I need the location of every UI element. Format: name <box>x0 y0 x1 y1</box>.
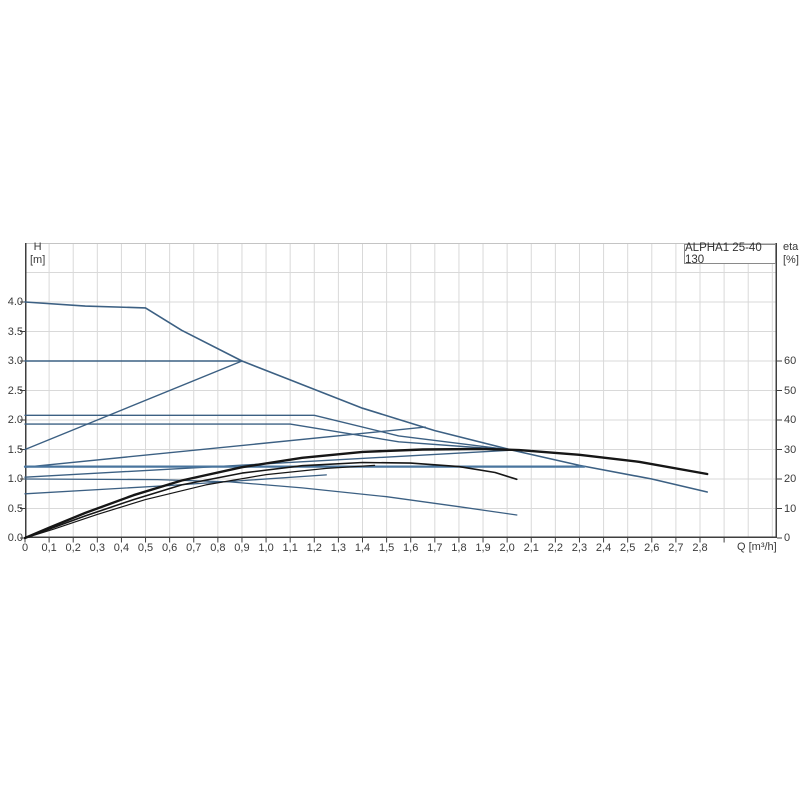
x-tick-label: 0,3 <box>89 542 105 554</box>
left-axis-name: H <box>33 241 42 253</box>
right-axis-title: eta [%] <box>783 241 799 267</box>
pump-model-label: ALPHA1 25-40 130 <box>685 242 762 266</box>
curve-proportional-pressure-3.0 <box>24 360 243 451</box>
pump-model-title-box: ALPHA1 25-40 130 <box>684 242 776 266</box>
h-tick-label: 4.0 <box>7 296 23 308</box>
x-tick-label: 0,4 <box>113 542 130 554</box>
x-tick-label: 0,1 <box>41 542 57 554</box>
right-axis-name: eta <box>783 241 799 253</box>
x-tick-label: 1,3 <box>330 542 347 554</box>
x-tick-label: 2,2 <box>547 542 563 554</box>
x-tick-label: 2,7 <box>668 542 684 554</box>
x-tick-label: 0,8 <box>210 542 226 554</box>
x-tick-label: 2,8 <box>692 542 708 554</box>
x-axis-title: Q [m³/h] <box>737 541 777 553</box>
curve-proportional-pressure-low <box>24 474 327 495</box>
left-axis-unit: [m] <box>30 254 46 266</box>
curve-efficiency-speed-ii-curve <box>24 461 518 539</box>
h-tick-label: 3.5 <box>7 325 23 338</box>
h-tick-label: 1.5 <box>7 443 23 456</box>
x-tick-label: 2,5 <box>620 542 636 554</box>
eta-tick-label: 30 <box>784 443 797 456</box>
axis-tick-marks <box>20 301 782 543</box>
curves <box>23 301 709 540</box>
x-tick-label: 1,9 <box>475 542 491 554</box>
x-tick-label: 1,0 <box>258 542 274 554</box>
h-tick-label: 2.5 <box>7 384 23 397</box>
x-tick-label: 0,6 <box>161 542 178 554</box>
x-tick-label: 2,4 <box>595 542 612 554</box>
h-tick-label: 3.0 <box>7 355 23 367</box>
x-tick-label: 1,1 <box>282 542 298 554</box>
x-tick-label: 0,9 <box>234 542 250 554</box>
x-tick-label: 0,5 <box>137 542 154 554</box>
x-tick-label: 1,7 <box>427 542 443 554</box>
h-tick-label: 0.0 <box>7 532 23 544</box>
x-tick-label: 0,2 <box>65 542 81 554</box>
left-axis-title: H [m] <box>30 241 45 267</box>
eta-tick-label: 0 <box>784 532 791 544</box>
curve-constant-pressure-1.95 <box>24 423 513 451</box>
x-tick-label: 1,5 <box>378 542 395 554</box>
x-tick-label: 2,3 <box>571 542 588 554</box>
h-tick-label: 2.0 <box>7 414 23 426</box>
x-tick-label: 1,6 <box>403 542 419 554</box>
x-tick-label: 2,6 <box>644 542 660 554</box>
eta-tick-label: 40 <box>784 414 797 426</box>
grid-lines <box>25 243 777 538</box>
x-tick-label: 2,0 <box>499 542 515 554</box>
h-tick-label: 1.0 <box>7 473 23 485</box>
eta-tick-label: 20 <box>784 473 797 485</box>
curve-efficiency-lower-curve <box>24 464 376 539</box>
x-tick-label: 2,1 <box>523 542 539 554</box>
curve-speed-ii-curve <box>24 478 518 516</box>
eta-tick-label: 50 <box>784 384 797 397</box>
curve-efficiency-max-curve <box>23 447 709 540</box>
curve-proportional-pressure-mid <box>24 426 426 468</box>
x-tick-label: 0 <box>21 542 29 554</box>
eta-tick-label: 10 <box>784 502 797 515</box>
h-tick-label: 0.5 <box>7 502 23 515</box>
x-tick-label: 1,2 <box>306 542 322 554</box>
curve-constant-pressure-2.1 <box>24 414 513 451</box>
eta-tick-label: 60 <box>784 355 797 367</box>
x-tick-label: 0,7 <box>186 542 202 554</box>
plot-frame <box>25 243 777 538</box>
x-tick-label: 1,8 <box>451 542 467 554</box>
x-tick-label: 1,4 <box>354 542 371 554</box>
right-axis-unit: [%] <box>783 254 799 266</box>
curve-max-speed-curve <box>24 301 709 493</box>
